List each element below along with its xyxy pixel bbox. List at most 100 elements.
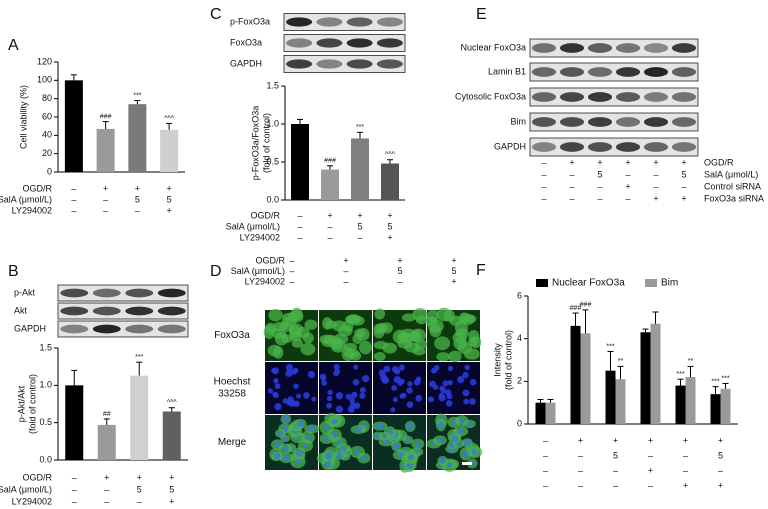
nucleus — [285, 369, 293, 378]
nucleus — [390, 407, 396, 413]
condition-value: + — [169, 472, 174, 482]
nucleus — [349, 397, 355, 404]
condition-value: – — [289, 266, 294, 276]
condition-label: LY294002 — [12, 205, 52, 215]
bar — [130, 375, 149, 460]
condition-value: + — [681, 193, 686, 203]
nucleus — [397, 451, 404, 459]
blot-strip — [283, 55, 406, 73]
significance: ### — [570, 305, 582, 312]
nucleus — [303, 392, 310, 399]
condition-value: + — [625, 181, 630, 191]
condition-value: 5 — [169, 484, 174, 494]
condition-value: 5 — [613, 450, 618, 460]
y-tick-label: 100 — [37, 75, 52, 85]
nucleus — [447, 365, 454, 372]
nucleus — [297, 420, 305, 428]
condition-value: – — [543, 450, 548, 460]
nucleus — [391, 385, 398, 391]
nucleus — [359, 392, 366, 399]
blot-band — [346, 38, 373, 48]
blot-band — [376, 17, 403, 27]
cell — [323, 334, 337, 345]
condition-value: 5 — [451, 266, 456, 276]
significance: ^^^ — [167, 400, 178, 407]
nucleus — [447, 380, 453, 386]
significance: *** — [676, 371, 684, 378]
condition-value: – — [541, 181, 546, 191]
nucleus — [340, 444, 347, 452]
nucleus — [376, 422, 384, 430]
y-tick-label: 0.0 — [39, 454, 52, 464]
condition-value: 5 — [137, 484, 142, 494]
nucleus — [277, 430, 283, 437]
bar — [675, 385, 686, 424]
nucleus — [296, 393, 302, 399]
nucleus — [362, 375, 370, 383]
condition-value: + — [137, 472, 142, 482]
condition-value: + — [327, 210, 332, 220]
nucleus — [383, 365, 391, 373]
condition-value: – — [718, 465, 723, 475]
nucleus — [458, 417, 465, 424]
condition-value: – — [104, 496, 109, 506]
cell — [345, 314, 361, 324]
blot-band — [346, 17, 373, 27]
nucleus — [442, 380, 449, 387]
condition-value: + — [451, 255, 456, 265]
condition-value: 5 — [597, 169, 602, 179]
condition-value: + — [578, 435, 583, 445]
y-tick-label: 0.0 — [266, 194, 279, 204]
nucleus — [428, 396, 435, 403]
bar — [535, 402, 546, 424]
nucleus — [438, 394, 446, 402]
blot-band — [587, 43, 613, 53]
condition-value: – — [103, 205, 108, 215]
cell — [397, 331, 409, 342]
nucleus — [464, 364, 470, 371]
blot-band — [671, 92, 697, 102]
condition-label: SalA (μmol/L) — [231, 266, 285, 276]
y-tick-label: 0 — [517, 418, 522, 428]
cell — [267, 344, 282, 357]
bar — [128, 104, 147, 172]
significance: ^^^ — [164, 115, 175, 122]
blot-band — [671, 43, 697, 53]
nucleus — [287, 396, 294, 403]
blot-band — [643, 67, 669, 77]
nucleus — [381, 433, 387, 439]
blot-label: Akt — [14, 305, 28, 315]
cell — [297, 327, 310, 339]
condition-label: SalA (μmol/L) — [0, 194, 52, 204]
bar — [162, 411, 181, 460]
condition-value: + — [683, 480, 688, 490]
condition-value: – — [297, 210, 302, 220]
nucleus — [345, 393, 352, 400]
condition-value: – — [625, 193, 630, 203]
condition-value: – — [327, 221, 332, 231]
condition-value: + — [135, 183, 140, 193]
bar — [570, 325, 581, 424]
condition-value: – — [541, 169, 546, 179]
cell — [374, 308, 386, 320]
nucleus — [326, 402, 333, 409]
cell — [281, 316, 297, 327]
nucleus — [282, 415, 290, 423]
condition-label: LY294002 — [12, 496, 52, 506]
condition-value: + — [169, 496, 174, 506]
nucleus — [335, 405, 344, 413]
cell — [322, 317, 333, 330]
cell — [300, 342, 316, 356]
condition-value: + — [343, 255, 348, 265]
blot-band — [559, 117, 585, 127]
nucleus — [463, 398, 470, 405]
condition-value: – — [297, 232, 302, 242]
bar — [650, 323, 661, 424]
nucleus — [282, 454, 290, 462]
bar — [580, 333, 591, 424]
condition-value: + — [387, 210, 392, 220]
blot-label: GAPDH — [494, 141, 526, 151]
nucleus — [462, 371, 469, 379]
y-axis-label: (fold of control) — [261, 113, 271, 173]
nucleus — [374, 433, 381, 439]
